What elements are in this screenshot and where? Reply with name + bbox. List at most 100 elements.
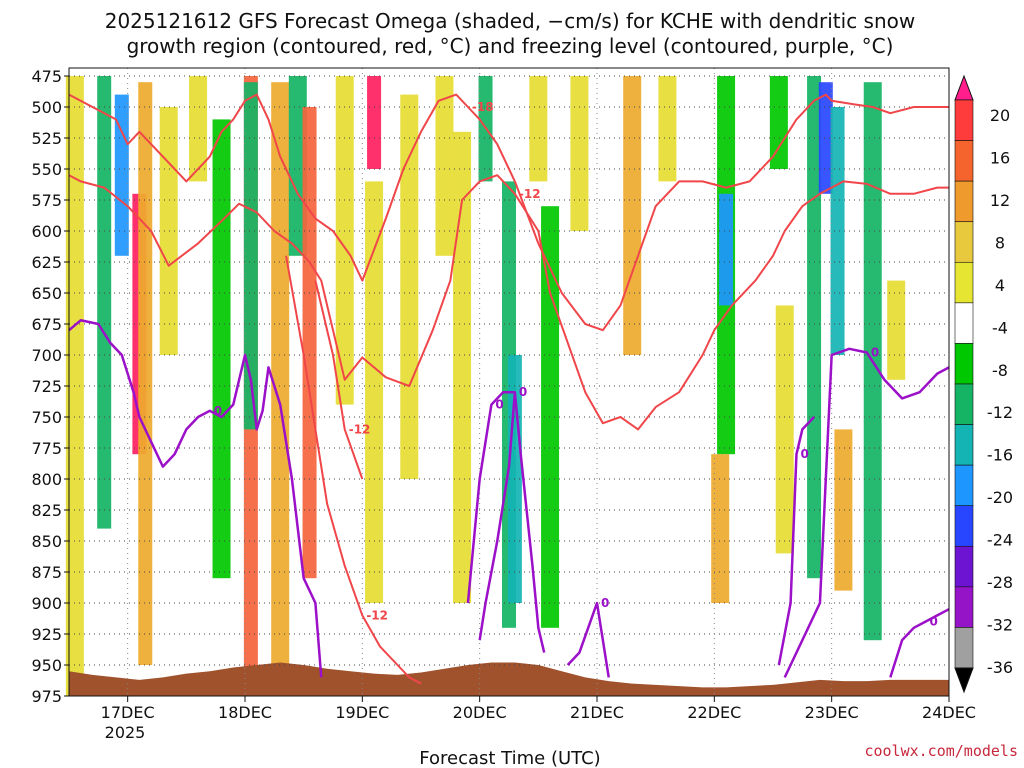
omega-streak-16	[400, 94, 419, 479]
colorbar-label-13: -36	[987, 658, 1013, 677]
x-axis-label: Forecast Time (UTC)	[419, 748, 600, 768]
credit-text: coolwx.com/models	[864, 742, 1018, 760]
freezing-level-line-4	[777, 416, 815, 666]
x-tick-label-18DEC: 18DEC	[218, 703, 272, 722]
freezing-level-label-1: 0	[519, 385, 527, 399]
y-tick-label-725: 725	[31, 377, 62, 396]
colorbar-bottom-arrow	[954, 667, 974, 694]
omega-streak-35	[834, 429, 853, 591]
y-tick-label-600: 600	[31, 222, 62, 241]
colorbar-label-4: 4	[995, 276, 1005, 295]
omega-streak-1	[97, 76, 112, 529]
colorbar-segment-7	[954, 343, 974, 385]
freezing-level-label-3: 0	[601, 596, 609, 610]
colorbar-segment-14	[954, 627, 974, 669]
freezing-level-line-0	[68, 319, 323, 678]
y-tick-label-900: 900	[31, 594, 62, 613]
y-axis: 475 500 525 550 575 600 625 650 675 700 725 750 775 8…	[31, 67, 69, 706]
y-tick-label-775: 775	[31, 439, 62, 458]
omega-streak-28	[719, 193, 734, 306]
colorbar-segment-10	[954, 464, 974, 507]
y-tick-label-875: 875	[31, 563, 62, 582]
dgz-minus12-line-1	[285, 255, 422, 685]
y-tick-label-550: 550	[31, 160, 62, 179]
y-tick-label-675: 675	[31, 315, 62, 334]
y-tick-label-850: 850	[31, 532, 62, 551]
freezing-level-label-4: 0	[800, 447, 808, 461]
terrain-area	[69, 662, 949, 696]
chart-title-line2: growth region (contoured, red, °C) and f…	[127, 34, 894, 58]
dgz-minus12-line-2	[314, 280, 364, 480]
omega-streak-13	[335, 76, 354, 405]
omega-streak-34	[830, 107, 845, 355]
dgz-minus18-line-0	[68, 93, 949, 332]
omega-streak-23	[541, 206, 560, 628]
dgz-minus12-line-0	[68, 174, 949, 431]
colorbar-label-3: 8	[995, 233, 1005, 252]
terrain-fill	[69, 662, 949, 696]
omega-streak-17	[435, 76, 454, 256]
omega-streak-4	[138, 82, 153, 665]
colorbar-label-10: -24	[987, 531, 1013, 550]
chart-title-line1: 2025121612 GFS Forecast Omega (shaded, −…	[105, 9, 916, 33]
y-tick-label-925: 925	[31, 625, 62, 644]
omega-streak-7	[212, 119, 231, 579]
x-year-label: 2025	[105, 723, 146, 742]
x-tick-label-19DEC: 19DEC	[335, 703, 389, 722]
omega-streak-37	[887, 280, 906, 380]
freezing-level-label-5: 0	[871, 346, 879, 360]
x-tick-label-17DEC: 17DEC	[101, 703, 155, 722]
y-tick-label-975: 975	[31, 687, 62, 706]
y-tick-label-625: 625	[31, 253, 62, 272]
dgz-minus12-label-2: -12	[349, 422, 371, 436]
omega-streak-5	[159, 107, 178, 355]
omega-streak-6	[189, 76, 208, 182]
y-tick-label-750: 750	[31, 408, 62, 427]
colorbar-segment-4	[954, 221, 974, 263]
freezing-level-line-5	[783, 347, 950, 678]
colorbar-segment-5	[954, 261, 974, 304]
freezing-level-line-6	[889, 608, 950, 678]
colorbar-segment-13	[954, 586, 974, 628]
freezing-level-label-0: 0	[214, 404, 222, 418]
y-tick-label-950: 950	[31, 656, 62, 675]
colorbar-segment-2	[954, 140, 974, 182]
y-tick-label-825: 825	[31, 501, 62, 520]
colorbar-label-2: 12	[990, 191, 1010, 210]
colorbar-label-1: 16	[990, 148, 1010, 167]
colorbar-segment-9	[954, 424, 974, 466]
dgz-minus12-label-1: -12	[366, 608, 388, 622]
colorbar-label-12: -32	[987, 616, 1013, 635]
plot-frame	[68, 67, 950, 697]
omega-streak-14	[367, 76, 382, 169]
y-tick-label-800: 800	[31, 470, 62, 489]
omega-streak-11	[288, 76, 307, 256]
omega-streak-22	[529, 76, 548, 182]
colorbar-label-7: -12	[987, 403, 1013, 422]
omega-streak-31	[775, 305, 794, 554]
colorbar-segment-3	[954, 180, 974, 223]
y-tick-label-650: 650	[31, 284, 62, 303]
omega-streak-15	[365, 181, 384, 603]
x-tick-label-24DEC: 24DEC	[922, 703, 976, 722]
x-axis: 17DEC 18DEC 19DEC 20DEC 21DEC 22DEC 23DEC 24DEC	[101, 696, 976, 722]
colorbar-segment-11	[954, 505, 974, 547]
omega-streak-26	[658, 76, 677, 182]
colorbar-label-5: -4	[992, 318, 1008, 337]
omega-streak-2	[114, 94, 129, 256]
colorbar-label-6: -8	[992, 361, 1008, 380]
colorbar-label-11: -28	[987, 573, 1013, 592]
colorbar-segment-8	[954, 383, 974, 425]
dgz-minus18-label-0: -18	[472, 100, 494, 114]
colorbar-label-8: -16	[987, 446, 1013, 465]
freezing-level-line-2	[466, 390, 515, 604]
x-tick-label-23DEC: 23DEC	[805, 703, 859, 722]
colorbar-segment-6	[954, 302, 974, 344]
omega-streak-30	[769, 76, 788, 169]
omega-streak-33	[818, 82, 833, 194]
colorbar-segment-1	[954, 99, 974, 141]
contours: -18 -12 -12 -12 0 0 0 0 0 0 0	[68, 93, 950, 685]
dgz-minus12-label-0: -12	[519, 187, 541, 201]
x-tick-label-22DEC: 22DEC	[687, 703, 741, 722]
